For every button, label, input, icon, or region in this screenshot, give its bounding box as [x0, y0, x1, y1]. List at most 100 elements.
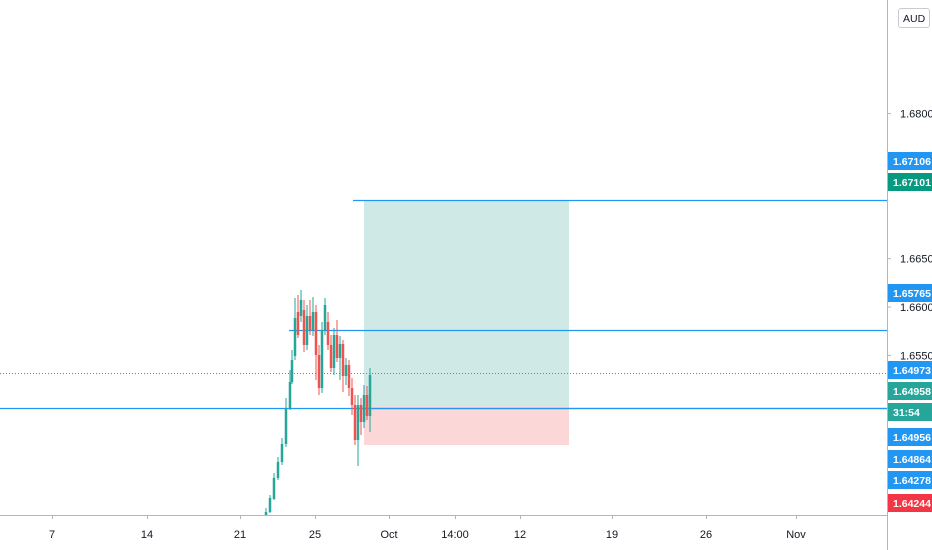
candle-body	[320, 330, 324, 388]
candle-body	[314, 312, 318, 355]
candle	[362, 385, 366, 428]
time-tick-label: 12	[514, 529, 526, 541]
candle	[359, 398, 363, 435]
candle-body	[284, 408, 288, 444]
candle	[272, 473, 276, 500]
candle	[302, 300, 306, 352]
price-label-box	[888, 382, 932, 400]
candle-body	[280, 444, 284, 462]
candle	[284, 398, 288, 447]
candle	[317, 345, 321, 395]
position-tool[interactable]	[364, 200, 569, 445]
horizontal-lines[interactable]	[0, 199, 887, 410]
candle	[311, 297, 315, 336]
candle	[320, 322, 324, 393]
price-label-text: 31:54	[893, 407, 920, 419]
price-axis-labels: 1.67106 1.67101 1.65765 1.64973 1.64958 31:54…	[888, 152, 932, 512]
candle-body	[347, 365, 351, 388]
price-label: 1.67101	[888, 173, 932, 191]
price-label-text: 1.65765	[893, 288, 931, 300]
time-tick-label: 14	[141, 529, 153, 541]
candle-body	[268, 498, 272, 512]
price-label: 1.64973	[888, 361, 932, 379]
candle	[280, 438, 284, 465]
candle-body	[288, 382, 292, 408]
price-label-text: 1.64973	[893, 365, 931, 377]
candle-body	[359, 405, 363, 422]
price-label-box	[888, 152, 932, 170]
currency-button[interactable]: AUD	[898, 8, 931, 28]
candle	[276, 457, 280, 480]
time-tick-label: 7	[49, 529, 55, 541]
candle-body	[362, 395, 366, 422]
candle	[299, 290, 303, 322]
price-label-text: 1.64958	[893, 386, 931, 398]
candle-body	[293, 318, 297, 356]
candle-body	[308, 316, 312, 330]
candle	[305, 305, 309, 350]
price-label-box	[888, 403, 932, 421]
price-label: 1.65765	[888, 284, 932, 302]
price-label: 1.67106	[888, 152, 932, 170]
candle-body	[299, 300, 303, 316]
price-label-box	[888, 361, 932, 379]
candle-body	[296, 312, 300, 335]
candle-body	[272, 478, 276, 499]
candle	[338, 336, 342, 380]
profit-zone[interactable]	[364, 200, 569, 407]
time-tick-label: 25	[309, 529, 321, 541]
time-tick-label: 19	[606, 529, 618, 541]
price-label-text: 1.64244	[893, 498, 931, 510]
candle	[341, 340, 345, 392]
candle-body	[332, 335, 336, 368]
candle-body	[276, 462, 280, 478]
candle-body	[329, 345, 333, 368]
candle-body	[338, 344, 342, 358]
candlestick-series	[264, 290, 372, 515]
price-label: 1.64244	[888, 494, 932, 512]
candle	[329, 335, 333, 372]
candle	[365, 386, 369, 420]
candle	[344, 358, 348, 385]
candle	[314, 305, 318, 380]
price-label-box	[888, 471, 932, 489]
price-label-box	[888, 173, 932, 191]
candle-body	[356, 405, 360, 440]
time-tick-label: 21	[234, 529, 246, 541]
candle-body	[317, 355, 321, 388]
candle-body	[302, 310, 306, 345]
candle	[323, 298, 327, 335]
price-label: 1.64278	[888, 471, 932, 489]
candle-body	[305, 316, 309, 345]
loss-zone[interactable]	[364, 406, 569, 445]
time-tick-label: Oct	[380, 529, 397, 541]
time-tick-label: Nov	[786, 529, 806, 541]
price-label: 31:54	[888, 403, 932, 421]
price-tick-label: 1.65500	[900, 350, 932, 362]
price-tick-label: 1.66000	[900, 302, 932, 314]
time-tick-label: 14:00	[441, 529, 469, 541]
candle	[356, 395, 360, 466]
price-label-box	[888, 428, 932, 446]
price-label-text: 1.64956	[893, 432, 931, 444]
candle	[326, 312, 330, 350]
candle	[290, 350, 294, 384]
candle	[308, 300, 312, 335]
candle	[296, 295, 300, 338]
price-label-box	[888, 284, 932, 302]
candle-body	[368, 375, 372, 416]
time-tick-label: 26	[700, 529, 712, 541]
candle-body	[323, 305, 327, 330]
candle-body	[341, 344, 345, 376]
candle	[353, 395, 357, 445]
candle	[268, 495, 272, 513]
candle-body	[326, 322, 330, 345]
candle	[288, 370, 292, 410]
candle	[350, 378, 354, 415]
candle-body	[311, 312, 315, 330]
price-tick-label: 1.66500	[900, 254, 932, 266]
price-label-text: 1.64278	[893, 475, 931, 487]
price-label: 1.64958	[888, 382, 932, 400]
